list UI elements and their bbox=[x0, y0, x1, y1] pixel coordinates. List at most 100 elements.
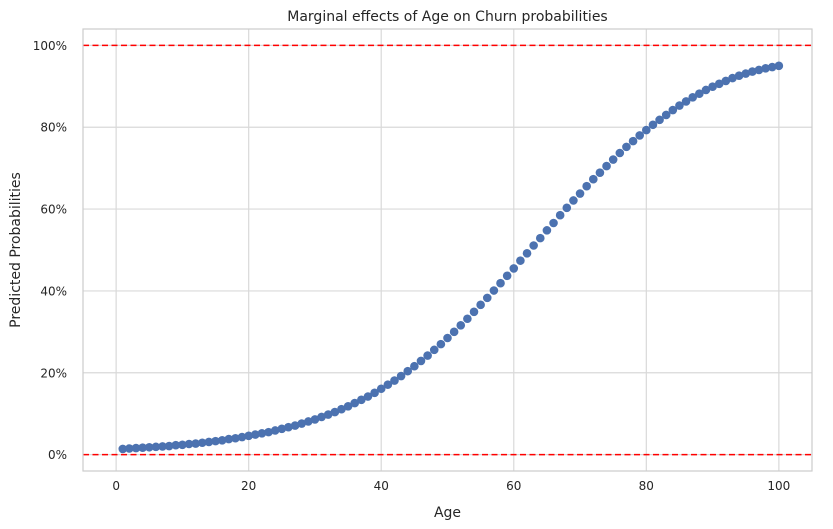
data-point bbox=[748, 67, 757, 76]
data-point bbox=[754, 65, 764, 75]
y-tick-label: 100% bbox=[33, 39, 67, 53]
data-point bbox=[509, 264, 519, 273]
data-point bbox=[661, 110, 671, 120]
data-point bbox=[343, 402, 353, 411]
data-point bbox=[191, 439, 200, 448]
data-point bbox=[695, 89, 704, 98]
data-point bbox=[476, 300, 485, 310]
data-point bbox=[615, 148, 625, 158]
y-axis-ticks: 0% 20% 40% 60% 80% 100% bbox=[33, 39, 67, 462]
data-point bbox=[264, 427, 273, 437]
data-point bbox=[635, 131, 644, 140]
data-point bbox=[681, 97, 691, 106]
data-point bbox=[595, 168, 605, 177]
data-point bbox=[131, 443, 141, 453]
plot-area bbox=[83, 29, 812, 471]
y-tick-label: 0% bbox=[48, 448, 67, 462]
data-point bbox=[542, 226, 552, 235]
data-point bbox=[323, 410, 333, 419]
data-point bbox=[125, 444, 134, 453]
data-point bbox=[396, 371, 406, 381]
data-point bbox=[164, 441, 174, 451]
data-point bbox=[357, 395, 366, 405]
data-point bbox=[290, 421, 300, 430]
data-point bbox=[714, 79, 724, 89]
data-point bbox=[496, 278, 505, 288]
data-point bbox=[251, 430, 260, 439]
data-point bbox=[337, 404, 346, 414]
data-point bbox=[151, 442, 161, 452]
data-point bbox=[456, 321, 466, 330]
data-point bbox=[582, 181, 591, 191]
data-point bbox=[602, 161, 611, 171]
data-point bbox=[304, 417, 313, 426]
data-point bbox=[734, 71, 744, 80]
data-point bbox=[211, 436, 220, 446]
data-point bbox=[449, 327, 459, 337]
data-point bbox=[549, 218, 558, 228]
data-point bbox=[390, 376, 399, 385]
data-point bbox=[708, 82, 717, 92]
data-point bbox=[728, 73, 737, 83]
data-point bbox=[555, 210, 565, 220]
data-point bbox=[668, 105, 678, 115]
y-axis-label: Predicted Probabilities bbox=[8, 172, 24, 328]
chart-title: Marginal effects of Age on Churn probabi… bbox=[287, 9, 607, 25]
data-point bbox=[575, 189, 585, 198]
data-point bbox=[721, 76, 731, 86]
data-point bbox=[330, 407, 340, 417]
data-point bbox=[204, 437, 214, 447]
data-point bbox=[158, 442, 167, 451]
data-point bbox=[648, 120, 658, 130]
x-tick-label: 0 bbox=[112, 479, 120, 493]
y-tick-label: 60% bbox=[40, 203, 67, 217]
data-point bbox=[383, 380, 393, 389]
data-point bbox=[675, 101, 684, 110]
data-point bbox=[231, 433, 240, 443]
data-point bbox=[237, 432, 247, 442]
x-axis-label: Age bbox=[434, 505, 461, 521]
data-point bbox=[363, 392, 373, 401]
data-point bbox=[144, 442, 154, 452]
x-tick-label: 40 bbox=[374, 479, 389, 493]
data-point bbox=[516, 256, 525, 265]
data-point bbox=[317, 412, 326, 422]
data-point bbox=[197, 438, 207, 448]
x-tick-label: 20 bbox=[241, 479, 256, 493]
data-point bbox=[469, 307, 479, 317]
plot-frame bbox=[82, 28, 813, 472]
reference-lines bbox=[83, 44, 812, 456]
data-point bbox=[688, 93, 698, 102]
data-point bbox=[423, 351, 432, 360]
data-point bbox=[370, 388, 379, 398]
y-tick-label: 40% bbox=[40, 284, 67, 298]
x-tick-label: 80 bbox=[639, 479, 654, 493]
data-point bbox=[655, 115, 664, 125]
data-point bbox=[429, 345, 439, 355]
data-point bbox=[482, 293, 492, 303]
x-tick-label: 100 bbox=[767, 479, 790, 493]
data-point bbox=[628, 136, 638, 146]
data-point bbox=[608, 155, 618, 164]
data-point bbox=[277, 424, 287, 434]
data-point bbox=[589, 174, 598, 184]
data-point bbox=[622, 142, 631, 152]
data-point bbox=[178, 440, 187, 450]
data-point bbox=[350, 398, 360, 408]
data-point bbox=[529, 241, 538, 250]
data-point bbox=[171, 440, 181, 450]
data-point bbox=[310, 415, 320, 424]
data-point bbox=[642, 125, 651, 135]
data-point bbox=[569, 196, 578, 205]
data-point bbox=[767, 62, 777, 72]
data-points bbox=[118, 61, 784, 454]
data-point bbox=[297, 419, 307, 428]
data-point bbox=[701, 85, 711, 95]
data-point bbox=[535, 233, 545, 243]
data-point bbox=[410, 361, 419, 371]
data-point bbox=[522, 248, 532, 258]
data-point bbox=[224, 434, 234, 444]
data-point bbox=[741, 69, 751, 78]
data-point bbox=[403, 366, 413, 376]
